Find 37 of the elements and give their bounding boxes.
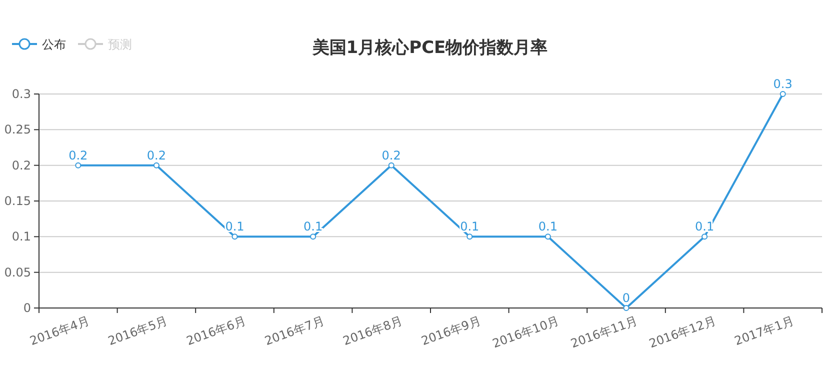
point [310,234,316,240]
point [466,234,473,240]
data-label: 0.1 [225,220,244,234]
y-tick-label: 0.05 [4,265,31,280]
y-tick-label: 0 [23,301,31,315]
y-tick-label: 0.3 [12,87,31,101]
y-tick-label: 0.2 [12,158,31,172]
data-label: 0 [622,291,630,305]
x-tick-label: 2016年11月 [568,314,640,351]
point [544,234,551,240]
data-label: 0.3 [773,77,792,91]
x-tick-label: 2016年8月 [341,314,404,348]
x-tick-label: 2017年1月 [732,314,796,348]
data-label: 0.1 [460,220,480,234]
data-label: 0.2 [382,148,401,162]
y-tick-label: 0.15 [4,194,31,208]
y-tick-label: 0.1 [12,230,31,244]
point [75,162,82,168]
x-tick-label: 2016年9月 [419,314,483,348]
point [623,305,630,311]
data-label: 0.2 [146,148,166,162]
point [153,162,160,168]
y-tick-label: 0.25 [4,122,31,137]
point [780,91,786,97]
x-tick-label: 2016年4月 [28,314,92,348]
legend-label: 公布 [42,38,66,52]
point [388,162,394,168]
x-tick-label: 2016年10月 [490,314,561,351]
x-tick-label: 2016年7月 [262,314,326,348]
x-tick-label: 2016年6月 [184,314,248,348]
point [702,234,708,240]
chart-title: 美国1月核心PCE物价指数月率 [311,38,548,58]
x-tick-label: 2016年12月 [647,314,718,351]
data-label: 0.2 [68,148,88,162]
data-label: 0.1 [538,220,558,234]
point [232,234,238,240]
x-tick-label: 2016年5月 [106,314,170,348]
